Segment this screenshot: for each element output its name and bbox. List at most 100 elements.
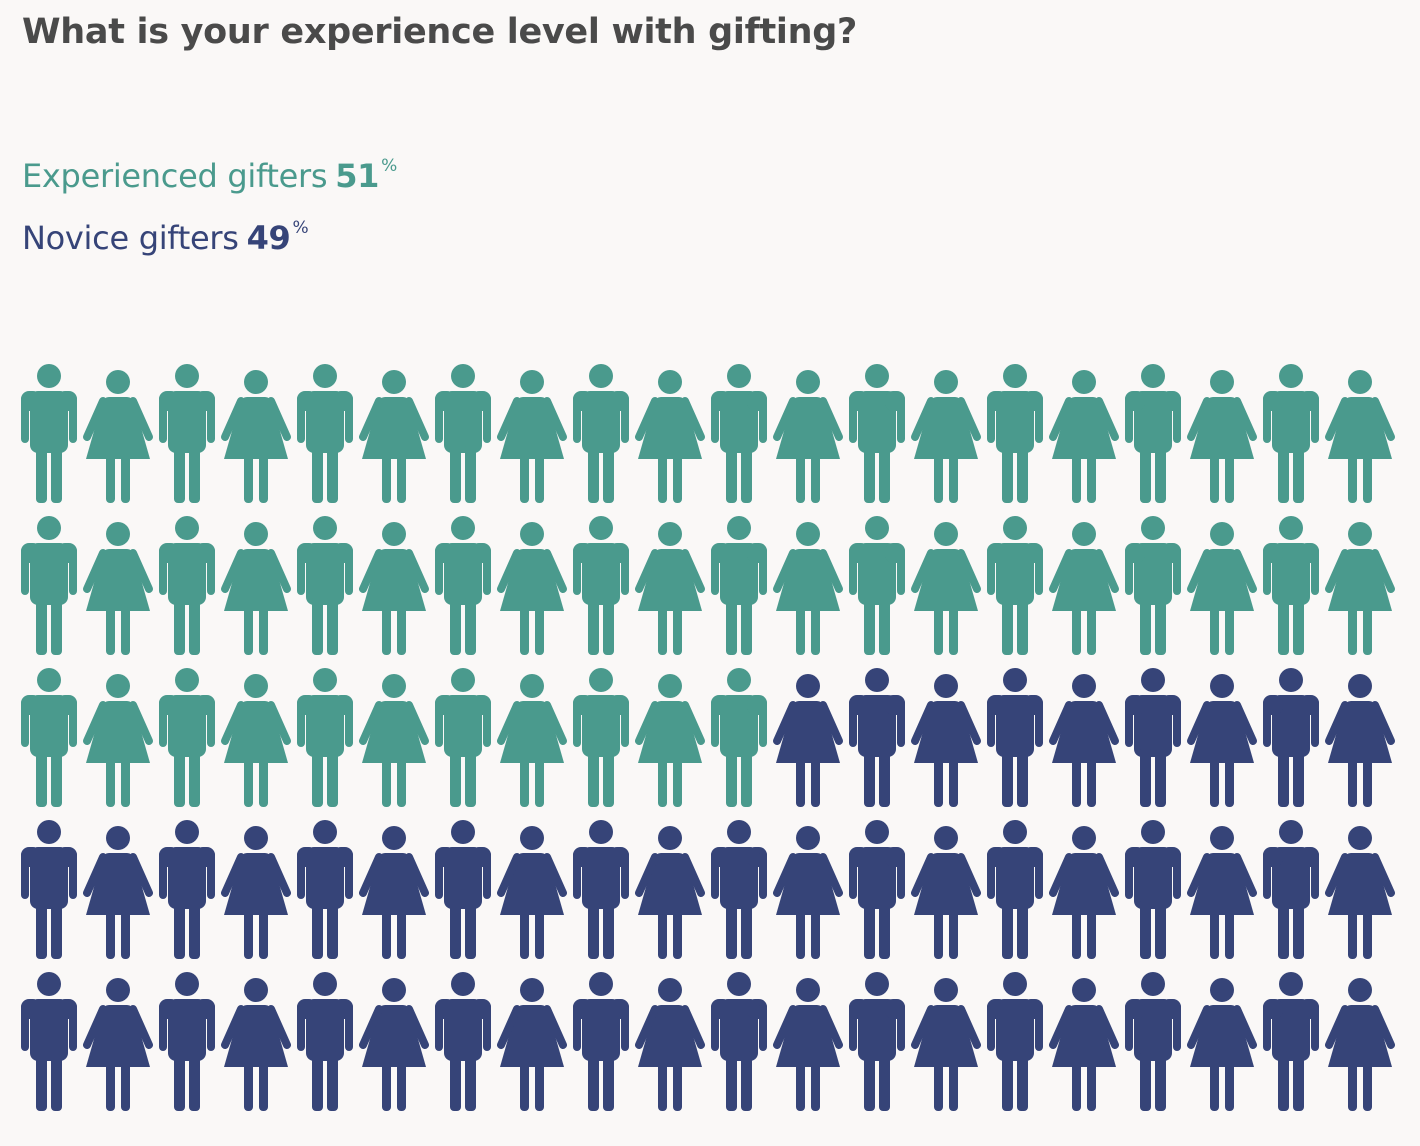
man-icon (573, 668, 629, 807)
woman-icon (911, 978, 981, 1111)
man-icon (1263, 516, 1319, 655)
woman-icon (1325, 826, 1395, 959)
woman-icon (1049, 674, 1119, 807)
man-icon (573, 820, 629, 959)
man-icon (849, 820, 905, 959)
man-icon (21, 972, 77, 1111)
woman-icon (773, 522, 843, 655)
man-icon (159, 820, 215, 959)
woman-icon (1325, 370, 1395, 503)
man-icon (159, 668, 215, 807)
woman-icon (221, 370, 291, 503)
man-icon (159, 972, 215, 1111)
man-icon (573, 972, 629, 1111)
man-icon (987, 364, 1043, 503)
woman-icon (359, 370, 429, 503)
legend-label: Experienced gifters (22, 157, 328, 195)
woman-icon (221, 674, 291, 807)
woman-icon (83, 370, 153, 503)
man-icon (711, 516, 767, 655)
woman-icon (497, 370, 567, 503)
man-icon (159, 364, 215, 503)
woman-icon (221, 826, 291, 959)
man-icon (711, 972, 767, 1111)
man-icon (1125, 516, 1181, 655)
man-icon (987, 972, 1043, 1111)
woman-icon (359, 674, 429, 807)
man-icon (435, 364, 491, 503)
legend-item-experienced: Experienced gifters 51% (22, 140, 397, 202)
woman-icon (497, 826, 567, 959)
man-icon (1263, 972, 1319, 1111)
legend-label: Novice gifters (22, 219, 239, 257)
woman-icon (1187, 978, 1257, 1111)
man-icon (1263, 364, 1319, 503)
man-icon (711, 668, 767, 807)
man-icon (849, 972, 905, 1111)
man-icon (435, 516, 491, 655)
man-icon (987, 820, 1043, 959)
woman-icon (1049, 826, 1119, 959)
legend-unit: % (292, 218, 309, 238)
man-icon (711, 364, 767, 503)
man-icon (849, 668, 905, 807)
woman-icon (83, 978, 153, 1111)
man-icon (435, 972, 491, 1111)
woman-icon (497, 674, 567, 807)
woman-icon (1049, 522, 1119, 655)
man-icon (435, 668, 491, 807)
man-icon (573, 516, 629, 655)
legend-value: 49 (246, 219, 291, 257)
woman-icon (911, 826, 981, 959)
woman-icon (1187, 370, 1257, 503)
man-icon (1263, 668, 1319, 807)
man-icon (1125, 668, 1181, 807)
woman-icon (1325, 674, 1395, 807)
woman-icon (773, 978, 843, 1111)
man-icon (1263, 820, 1319, 959)
man-icon (849, 364, 905, 503)
man-icon (21, 364, 77, 503)
woman-icon (635, 522, 705, 655)
man-icon (21, 668, 77, 807)
man-icon (297, 668, 353, 807)
woman-icon (911, 370, 981, 503)
woman-icon (1187, 826, 1257, 959)
woman-icon (1049, 370, 1119, 503)
woman-icon (1187, 522, 1257, 655)
woman-icon (773, 370, 843, 503)
woman-icon (359, 522, 429, 655)
woman-icon (635, 978, 705, 1111)
man-icon (297, 972, 353, 1111)
woman-icon (497, 978, 567, 1111)
legend-value: 51 (335, 157, 380, 195)
man-icon (297, 364, 353, 503)
woman-icon (1187, 674, 1257, 807)
woman-icon (635, 370, 705, 503)
legend-unit: % (381, 156, 398, 176)
woman-icon (359, 826, 429, 959)
woman-icon (911, 522, 981, 655)
man-icon (159, 516, 215, 655)
woman-icon (497, 522, 567, 655)
man-icon (21, 516, 77, 655)
woman-icon (221, 978, 291, 1111)
woman-icon (911, 674, 981, 807)
man-icon (1125, 820, 1181, 959)
man-icon (987, 668, 1043, 807)
man-icon (1125, 364, 1181, 503)
legend: Experienced gifters 51% Novice gifters 49% (22, 140, 397, 264)
woman-icon (773, 674, 843, 807)
woman-icon (359, 978, 429, 1111)
man-icon (573, 364, 629, 503)
legend-item-novice: Novice gifters 49% (22, 202, 397, 264)
woman-icon (83, 522, 153, 655)
woman-icon (773, 826, 843, 959)
chart-title: What is your experience level with gifti… (22, 12, 857, 52)
woman-icon (83, 826, 153, 959)
woman-icon (1325, 978, 1395, 1111)
man-icon (711, 820, 767, 959)
man-icon (435, 820, 491, 959)
man-icon (1125, 972, 1181, 1111)
